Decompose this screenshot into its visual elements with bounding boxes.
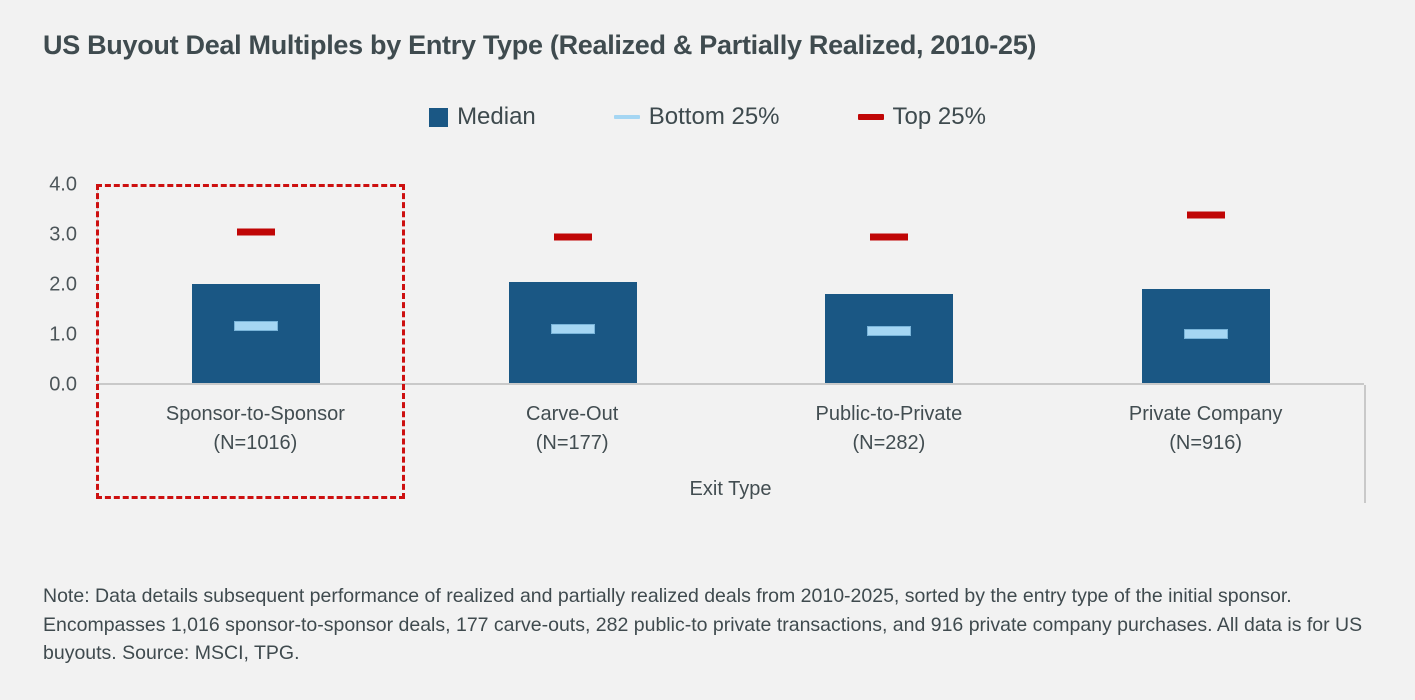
y-tick-label: 3.0 [49, 223, 77, 246]
category-slot [98, 185, 415, 383]
chart-legend: Median Bottom 25% Top 25% [0, 103, 1415, 131]
category-label: Private Company [1128, 403, 1283, 425]
category-count-label: (N=916) [1169, 432, 1243, 454]
x-axis-title: Exit Type [689, 478, 772, 500]
bottom-25-dash [234, 321, 279, 332]
top-25-dash [237, 228, 276, 236]
median-swatch-icon [429, 107, 449, 127]
category-label-slot: Private Company (N=916) [1047, 400, 1364, 458]
y-tick-label: 4.0 [49, 173, 77, 196]
legend-item-bottom-25: Bottom 25% [613, 103, 780, 131]
top-25-swatch-icon [857, 114, 884, 120]
category-count-label: (N=177) [535, 432, 609, 454]
category-label: Public-to-Private [815, 403, 963, 425]
y-axis-tick-labels: 4.0 3.0 2.0 1.0 0.0 [20, 174, 77, 396]
bottom-25-dash [867, 326, 912, 337]
category-label: Carve-Out [526, 403, 619, 425]
legend-label-bottom-25: Bottom 25% [648, 103, 780, 130]
median-bar [192, 284, 321, 383]
category-label: Sponsor-to-Sponsor [165, 403, 345, 425]
category-count-label: (N=1016) [213, 432, 298, 454]
category-slot [1048, 185, 1365, 383]
footnote: Note: Data details subsequent performanc… [43, 585, 1363, 665]
median-bar [825, 293, 954, 383]
y-tick-label: 2.0 [49, 273, 77, 296]
bottom-25-dash [550, 323, 595, 334]
plot-right-frame-line [1364, 385, 1366, 503]
legend-label-top-25: Top 25% [892, 103, 986, 130]
y-tick-label: 1.0 [49, 323, 77, 346]
chart-title: US Buyout Deal Multiples by Entry Type (… [43, 30, 1037, 60]
top-25-dash [870, 233, 909, 241]
bottom-25-dash [1183, 328, 1228, 339]
category-label-slot: Public-to-Private (N=282) [731, 400, 1048, 458]
category-label-slot: Sponsor-to-Sponsor (N=1016) [97, 400, 414, 458]
plot-inner [97, 185, 1364, 385]
category-label-slot: Carve-Out (N=177) [414, 400, 731, 458]
legend-item-top-25: Top 25% [857, 103, 986, 131]
category-slot [415, 185, 732, 383]
bottom-25-swatch-icon [613, 115, 640, 119]
x-axis-category-labels: Sponsor-to-Sponsor (N=1016) Carve-Out (N=17… [97, 400, 1364, 458]
y-tick-label: 0.0 [49, 373, 77, 396]
category-count-label: (N=282) [852, 432, 926, 454]
top-25-dash [1186, 211, 1225, 219]
legend-label-median: Median [457, 103, 536, 130]
plot-area [96, 184, 1366, 503]
legend-item-median: Median [429, 103, 536, 131]
top-25-dash [553, 233, 592, 241]
category-slot [731, 185, 1048, 383]
